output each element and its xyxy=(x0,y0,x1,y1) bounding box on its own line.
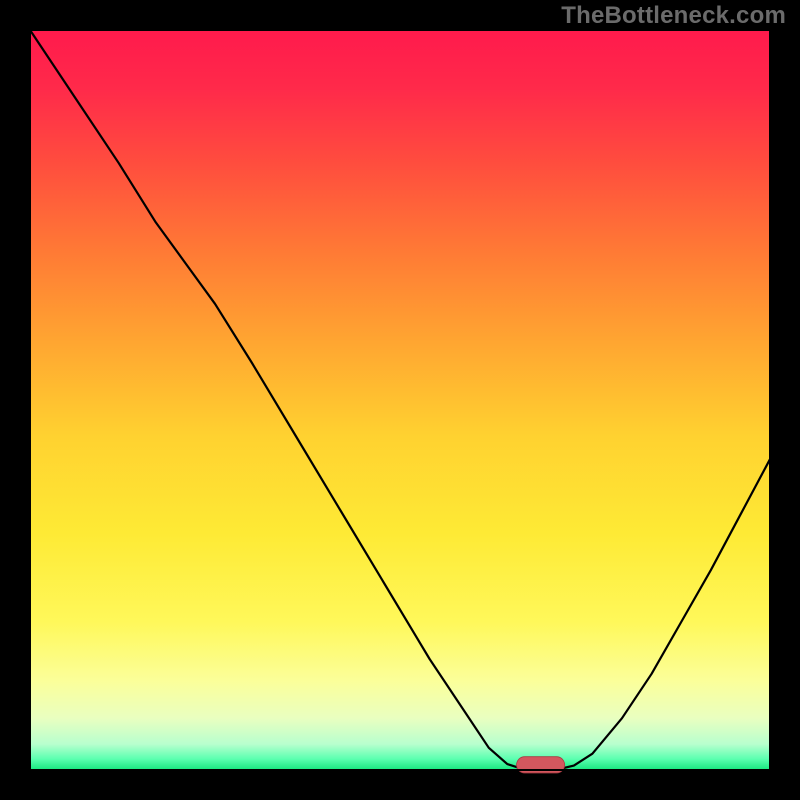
chart-stage: TheBottleneck.com xyxy=(0,0,800,800)
bottleneck-chart xyxy=(0,0,800,800)
watermark-text: TheBottleneck.com xyxy=(561,2,786,30)
